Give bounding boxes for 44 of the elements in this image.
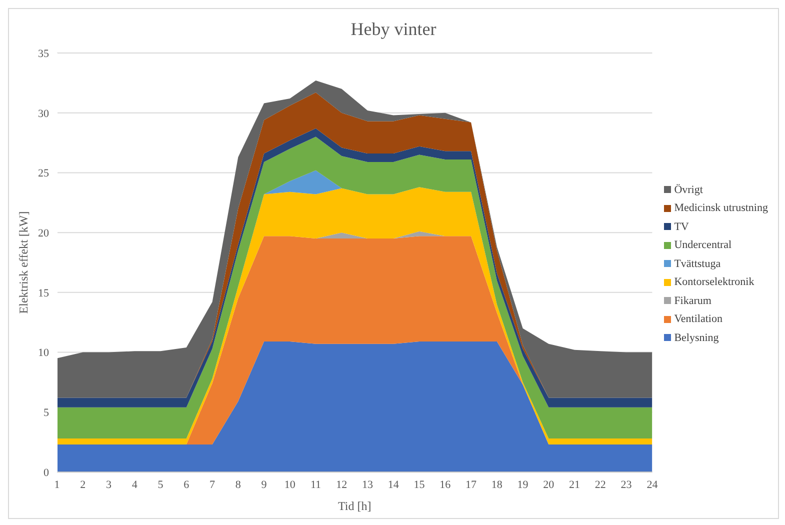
x-tick-label: 5 bbox=[158, 478, 164, 491]
x-tick-label: 7 bbox=[210, 478, 216, 491]
x-tick-label: 14 bbox=[388, 478, 400, 491]
x-axis-title: Tid [h] bbox=[338, 499, 372, 513]
x-tick-label: 2 bbox=[80, 478, 86, 491]
x-tick-label: 22 bbox=[594, 478, 606, 491]
x-tick-label: 15 bbox=[414, 478, 426, 491]
y-tick-label: 5 bbox=[44, 407, 50, 420]
y-tick-label: 35 bbox=[38, 48, 50, 60]
x-tick-label: 9 bbox=[261, 478, 268, 491]
legend-label: Kontorselektronik bbox=[674, 276, 754, 288]
legend-label: Fikarum bbox=[674, 294, 712, 306]
y-tick-label: 30 bbox=[38, 108, 50, 120]
x-tick-label: 18 bbox=[491, 478, 503, 491]
y-tick-label: 10 bbox=[38, 347, 50, 360]
x-tick-label: 19 bbox=[517, 478, 529, 491]
y-tick-label: 0 bbox=[44, 466, 50, 479]
chart-title: Heby vinter bbox=[350, 19, 438, 40]
x-tick-label: 13 bbox=[362, 478, 374, 491]
x-tick-label: 1 bbox=[54, 478, 60, 491]
x-tick-label: 16 bbox=[440, 478, 452, 491]
x-tick-label: 10 bbox=[284, 478, 296, 491]
x-tick-label: 3 bbox=[106, 478, 112, 491]
legend-label: Belysning bbox=[674, 332, 719, 344]
legend-label: Tvättstuga bbox=[674, 258, 721, 270]
x-tick-label: 6 bbox=[184, 478, 190, 491]
x-tick-label: 17 bbox=[466, 478, 478, 491]
x-tick-label: 24 bbox=[646, 478, 658, 491]
x-tick-label: 20 bbox=[543, 478, 555, 491]
x-tick-label: 11 bbox=[310, 478, 322, 491]
x-tick-label: 21 bbox=[569, 478, 580, 491]
y-tick-label: 20 bbox=[38, 227, 50, 240]
y-tick-label: 25 bbox=[38, 168, 50, 180]
x-tick-label: 8 bbox=[235, 478, 242, 491]
y-tick-label: 15 bbox=[38, 287, 50, 300]
x-tick-label: 4 bbox=[132, 478, 138, 491]
legend-label: Medicinsk utrustning bbox=[674, 202, 768, 214]
x-tick-label: 12 bbox=[336, 478, 348, 491]
legend-label: TV bbox=[674, 220, 689, 232]
y-axis-title: Elektrisk effekt [kW] bbox=[16, 211, 30, 314]
legend-label: Ventilation bbox=[674, 313, 722, 325]
legend-label: Undercentral bbox=[674, 239, 732, 251]
x-tick-label: 23 bbox=[620, 478, 632, 491]
legend-label: Övrigt bbox=[674, 184, 703, 196]
